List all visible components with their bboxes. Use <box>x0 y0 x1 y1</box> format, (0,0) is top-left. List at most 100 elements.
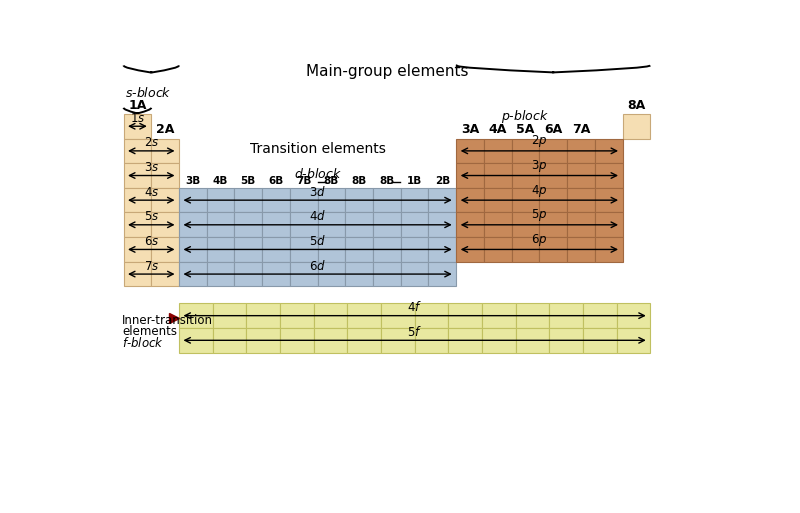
Bar <box>213 303 246 328</box>
Bar <box>381 328 414 352</box>
Text: 6A: 6A <box>544 123 562 136</box>
Bar <box>484 237 512 262</box>
Bar <box>318 237 346 262</box>
Text: $6d$: $6d$ <box>309 259 326 272</box>
Bar <box>482 303 515 328</box>
Text: $5s$: $5s$ <box>144 210 159 223</box>
Text: 2A: 2A <box>156 123 174 136</box>
Bar <box>123 237 151 262</box>
Text: 4B: 4B <box>213 175 228 186</box>
Bar <box>381 303 414 328</box>
Bar <box>213 328 246 352</box>
Text: $3p$: $3p$ <box>531 158 547 174</box>
Bar <box>123 114 151 139</box>
Bar <box>429 262 456 286</box>
Bar <box>539 163 567 188</box>
Bar <box>484 212 512 237</box>
Bar <box>539 237 567 262</box>
Text: $f$-block: $f$-block <box>122 336 164 350</box>
Bar <box>583 328 617 352</box>
Bar <box>484 163 512 188</box>
Bar <box>346 237 373 262</box>
Bar <box>414 328 448 352</box>
Bar <box>539 139 567 163</box>
Bar <box>206 188 234 212</box>
Bar <box>234 237 262 262</box>
Text: $p$-block: $p$-block <box>502 108 550 125</box>
Bar <box>512 188 539 212</box>
Text: $3s$: $3s$ <box>144 161 159 174</box>
Text: Inner-transition: Inner-transition <box>122 314 213 327</box>
Text: 1B: 1B <box>407 175 422 186</box>
Bar <box>429 237 456 262</box>
Bar <box>373 188 401 212</box>
Bar <box>594 139 622 163</box>
Text: 5A: 5A <box>516 123 534 136</box>
Bar <box>123 139 151 163</box>
Bar <box>594 163 622 188</box>
Bar <box>206 237 234 262</box>
Text: 5B: 5B <box>241 175 256 186</box>
Bar <box>456 139 484 163</box>
Bar <box>594 237 622 262</box>
Bar <box>151 163 179 188</box>
Bar <box>512 212 539 237</box>
Text: $5f$: $5f$ <box>407 325 422 339</box>
Text: 8B: 8B <box>379 175 394 186</box>
Text: $4d$: $4d$ <box>309 209 326 223</box>
Bar <box>512 139 539 163</box>
Bar <box>482 328 515 352</box>
Text: $2s$: $2s$ <box>144 136 159 149</box>
Bar <box>206 212 234 237</box>
Bar <box>512 237 539 262</box>
Text: $4p$: $4p$ <box>531 183 547 199</box>
Bar <box>429 188 456 212</box>
Bar <box>515 328 550 352</box>
Bar <box>456 212 484 237</box>
Bar <box>179 237 206 262</box>
Text: 1A: 1A <box>128 98 146 112</box>
Text: 7A: 7A <box>572 123 590 136</box>
Bar <box>484 188 512 212</box>
Bar <box>123 163 151 188</box>
Bar <box>280 303 314 328</box>
Text: $4f$: $4f$ <box>407 300 422 314</box>
Text: 3A: 3A <box>461 123 479 136</box>
Bar <box>318 262 346 286</box>
Bar <box>550 328 583 352</box>
Text: elements: elements <box>122 325 177 338</box>
Bar <box>290 188 318 212</box>
Bar <box>456 237 484 262</box>
Bar <box>179 262 206 286</box>
Bar <box>583 303 617 328</box>
Bar <box>246 303 280 328</box>
Text: 2B: 2B <box>434 175 450 186</box>
Bar <box>401 237 429 262</box>
Bar <box>567 237 594 262</box>
Bar <box>179 303 213 328</box>
Bar <box>484 139 512 163</box>
Text: 4A: 4A <box>489 123 507 136</box>
Text: $6p$: $6p$ <box>531 232 547 248</box>
Bar <box>414 303 448 328</box>
Bar <box>622 114 650 139</box>
Bar <box>346 262 373 286</box>
Bar <box>373 237 401 262</box>
Bar <box>246 328 280 352</box>
Bar <box>346 212 373 237</box>
Bar <box>448 328 482 352</box>
Bar <box>515 303 550 328</box>
Text: $4s$: $4s$ <box>144 186 159 199</box>
Bar <box>314 328 347 352</box>
Bar <box>280 328 314 352</box>
Text: $1s$: $1s$ <box>130 112 145 125</box>
Bar <box>234 212 262 237</box>
Text: $6s$: $6s$ <box>144 235 159 248</box>
Text: $d$-block: $d$-block <box>294 167 342 181</box>
Bar <box>290 212 318 237</box>
Bar <box>290 237 318 262</box>
Bar <box>262 262 290 286</box>
Text: $5p$: $5p$ <box>531 207 547 223</box>
Text: $s$-block: $s$-block <box>125 86 172 100</box>
Bar <box>151 262 179 286</box>
